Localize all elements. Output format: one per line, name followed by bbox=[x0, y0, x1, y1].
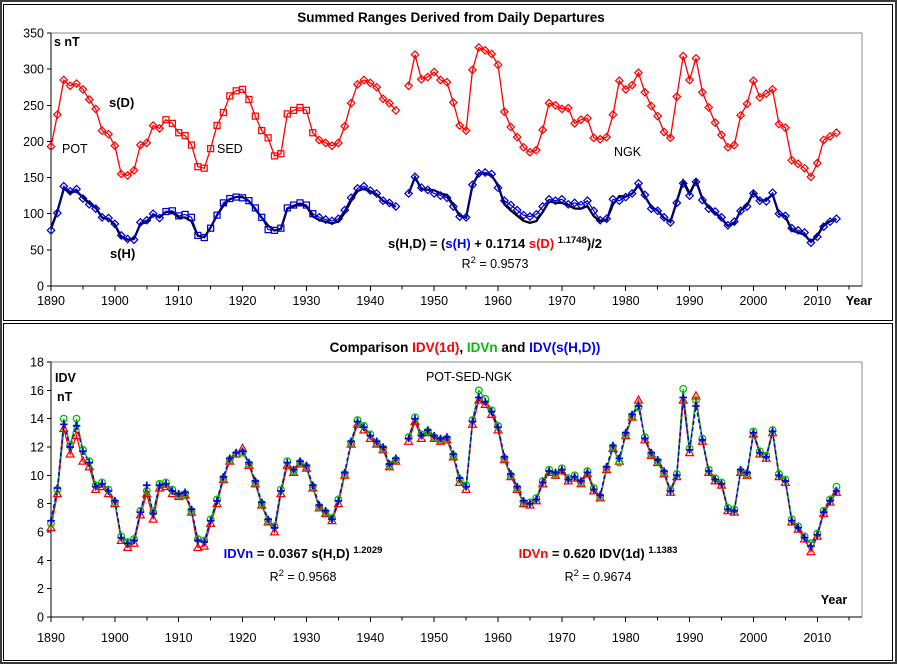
bottom-series bbox=[47, 386, 840, 555]
chart-panel-top: 0 50 100 150 200 250 300 350 1890 1900 1910 1920 193… bbox=[3, 4, 893, 321]
markers-idvn bbox=[48, 386, 840, 547]
top-chart-svg: 0 50 100 150 200 250 300 350 1890 1900 1910 1920 193… bbox=[4, 5, 892, 320]
y-tick-label: 6 bbox=[37, 526, 44, 540]
series-idv-1d- bbox=[51, 396, 837, 552]
chart-panel-bottom: 0 2 4 6 8 10 12 14 16 18 1890 1900 1910 1920 1930 1940 1… bbox=[3, 323, 893, 661]
x-tick-label: 1950 bbox=[420, 294, 448, 308]
stations-label: POT-SED-NGK bbox=[426, 370, 513, 384]
top-chart-title: Summed Ranges Derived from Daily Departu… bbox=[297, 10, 605, 25]
y-tick-label: 4 bbox=[37, 554, 44, 568]
y-tick-label: 200 bbox=[23, 135, 44, 149]
y-axis-label-idv: IDV bbox=[55, 371, 77, 385]
equation-idvn-idv1d: IDVn = 0.620 IDV(1d) 1.1383 bbox=[519, 545, 678, 561]
y-tick-label: 250 bbox=[23, 99, 44, 113]
series-sD bbox=[47, 44, 840, 181]
y-tick-label: 14 bbox=[30, 412, 44, 426]
y-tick-label: 50 bbox=[30, 243, 44, 257]
equation-shd: s(H,D) = (s(H) + 0.1714 s(D) 1.1748)/2 bbox=[388, 235, 602, 251]
x-tick-label: 1940 bbox=[356, 294, 384, 308]
x-tick-label: 1990 bbox=[676, 631, 704, 645]
x-tick-label: 1960 bbox=[484, 631, 512, 645]
x-tick-label: 1980 bbox=[612, 631, 640, 645]
station-label-sed: SED bbox=[217, 142, 243, 156]
y-axis-unit-label: s nT bbox=[54, 35, 80, 49]
y-tick-label: 8 bbox=[37, 497, 44, 511]
top-axes: 0 50 100 150 200 250 300 350 1890 1900 1910 1920 193… bbox=[23, 27, 862, 309]
y-tick-label: 2 bbox=[37, 582, 44, 596]
x-axis-title-bottom: Year bbox=[821, 593, 848, 607]
y-tick-label: 16 bbox=[30, 384, 44, 398]
series-idvn bbox=[51, 389, 837, 543]
x-tick-label: 1920 bbox=[229, 294, 257, 308]
y-tick-label: 100 bbox=[23, 207, 44, 221]
x-tick-label: 1970 bbox=[548, 294, 576, 308]
series-idv-s-h-d- bbox=[51, 397, 837, 546]
x-tick-label: 1920 bbox=[229, 631, 257, 645]
series-label-sD: s(D) bbox=[109, 95, 134, 110]
equation-idvn-shd: IDVn = 0.0367 s(H,D) 1.2029 bbox=[224, 545, 383, 561]
bottom-axes: 0 2 4 6 8 10 12 14 16 18 1890 1900 1910 1920 1930 1940 1… bbox=[30, 356, 862, 646]
markers-idv-s-h-d- bbox=[47, 394, 840, 550]
x-axis-title-top: Year bbox=[846, 294, 873, 308]
equation-shd-r2: R2 = 0.9573 bbox=[462, 255, 529, 271]
top-series bbox=[47, 44, 840, 247]
x-tick-label: 2000 bbox=[740, 294, 768, 308]
y-tick-label: 300 bbox=[23, 63, 44, 77]
equation-idvn-idv1d-r2: R2 = 0.9674 bbox=[565, 568, 632, 584]
x-tick-label: 1990 bbox=[676, 294, 704, 308]
markers-idv-1d- bbox=[47, 392, 840, 555]
y-tick-label: 150 bbox=[23, 171, 44, 185]
y-tick-label: 18 bbox=[30, 356, 44, 370]
bottom-chart-svg: 0 2 4 6 8 10 12 14 16 18 1890 1900 1910 1920 1930 1940 1… bbox=[4, 324, 892, 660]
x-tick-label: 2010 bbox=[803, 294, 831, 308]
y-tick-label: 0 bbox=[37, 280, 44, 294]
bottom-chart-title: Comparison IDV(1d), IDVn and IDV(s(H,D)) bbox=[330, 340, 601, 355]
x-tick-label: 2000 bbox=[740, 631, 768, 645]
x-tick-label: 1960 bbox=[484, 294, 512, 308]
x-tick-label: 1890 bbox=[37, 631, 65, 645]
y-axis-label-nt: nT bbox=[57, 390, 73, 404]
x-tick-label: 1910 bbox=[165, 631, 193, 645]
x-tick-label: 1930 bbox=[293, 631, 321, 645]
station-label-ngk: NGK bbox=[614, 145, 642, 159]
series-sH bbox=[47, 169, 840, 247]
x-tick-label: 2010 bbox=[803, 631, 831, 645]
x-tick-label: 1930 bbox=[293, 294, 321, 308]
x-tick-label: 1910 bbox=[165, 294, 193, 308]
y-tick-label: 0 bbox=[37, 611, 44, 625]
series-label-sH: s(H) bbox=[110, 246, 135, 261]
x-tick-label: 1890 bbox=[37, 294, 65, 308]
figure: 0501001502002503003501890190019101920193… bbox=[0, 0, 897, 664]
y-tick-label: 10 bbox=[30, 469, 44, 483]
y-tick-label: 12 bbox=[30, 441, 44, 455]
x-tick-label: 1900 bbox=[101, 294, 129, 308]
station-label-pot: POT bbox=[62, 142, 88, 156]
x-tick-label: 1950 bbox=[420, 631, 448, 645]
x-tick-label: 1900 bbox=[101, 631, 129, 645]
equation-idvn-shd-r2: R2 = 0.9568 bbox=[270, 568, 337, 584]
y-tick-label: 350 bbox=[23, 27, 44, 41]
x-tick-label: 1980 bbox=[612, 294, 640, 308]
x-tick-label: 1970 bbox=[548, 631, 576, 645]
x-tick-label: 1940 bbox=[356, 631, 384, 645]
